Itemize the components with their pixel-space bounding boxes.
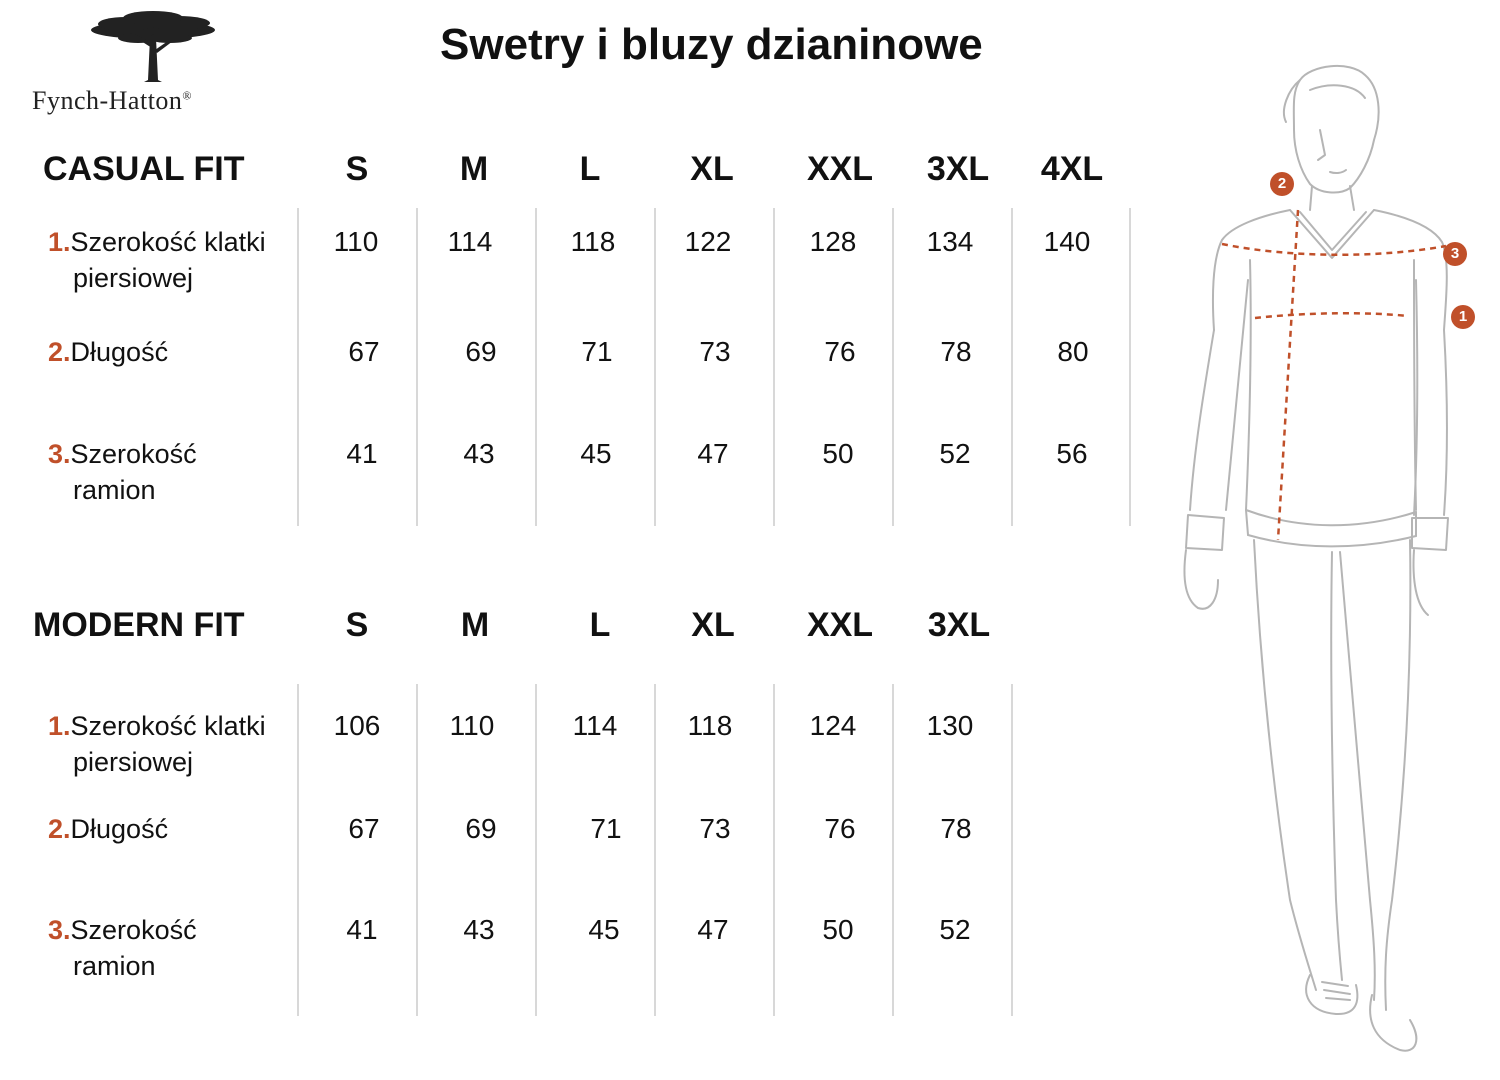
- casual-chest-3xl: 134: [926, 226, 974, 257]
- casual-shoulder-3xl: 52: [939, 438, 971, 469]
- casual-row-shoulder-label: 3.Szerokość ramion: [48, 439, 197, 505]
- modern-shoulder-l: 45: [588, 914, 620, 945]
- modern-size-s: S: [345, 606, 369, 644]
- column-divider: [892, 684, 894, 1016]
- modern-length-s: 67: [348, 813, 380, 844]
- casual-size-3xl: 3XL: [926, 150, 990, 188]
- modern-chest-l: 114: [572, 710, 618, 741]
- modern-length-xl: 73: [699, 813, 731, 844]
- marker-3: 3: [1443, 242, 1467, 266]
- casual-row-chest-label: 1.Szerokość klatki piersiowej: [48, 227, 266, 293]
- brand-name: Fynch-Hatton®: [32, 86, 193, 115]
- casual-size-m: M: [459, 150, 489, 188]
- casual-chest-l: 118: [570, 226, 616, 257]
- measurement-figure: 2 3 1: [1160, 60, 1490, 1060]
- casual-size-xxl: XXL: [806, 150, 874, 188]
- column-divider: [1129, 208, 1131, 526]
- casual-fit-heading: CASUAL FIT: [43, 150, 245, 188]
- column-divider: [535, 208, 537, 526]
- marker-2: 2: [1270, 172, 1294, 196]
- modern-shoulder-s: 41: [346, 914, 378, 945]
- column-divider: [654, 208, 656, 526]
- casual-length-xl: 73: [699, 336, 731, 367]
- modern-chest-3xl: 130: [926, 710, 974, 741]
- modern-chest-s: 106: [333, 710, 381, 741]
- column-divider: [297, 684, 299, 1016]
- casual-shoulder-4xl: 56: [1056, 438, 1088, 469]
- modern-shoulder-xxl: 50: [822, 914, 854, 945]
- modern-shoulder-m: 43: [463, 914, 495, 945]
- column-divider: [773, 684, 775, 1016]
- modern-size-xl: XL: [691, 606, 735, 644]
- casual-shoulder-xl: 47: [697, 438, 729, 469]
- casual-chest-m: 114: [447, 226, 493, 257]
- modern-size-l: L: [589, 606, 611, 644]
- casual-shoulder-m: 43: [463, 438, 495, 469]
- casual-chest-xxl: 128: [809, 226, 857, 257]
- column-divider: [1011, 684, 1013, 1016]
- modern-length-m: 69: [465, 813, 497, 844]
- casual-size-4xl: 4XL: [1040, 150, 1104, 188]
- casual-chest-4xl: 140: [1043, 226, 1091, 257]
- modern-fit-heading: MODERN FIT: [33, 606, 245, 644]
- casual-size-l: L: [579, 150, 601, 188]
- modern-chest-xxl: 124: [809, 710, 857, 741]
- casual-size-s: S: [345, 150, 369, 188]
- column-divider: [416, 208, 418, 526]
- casual-length-3xl: 78: [940, 336, 972, 367]
- modern-chest-m: 110: [449, 710, 495, 741]
- page-title: Swetry i bluzy dzianinowe: [440, 20, 983, 69]
- modern-shoulder-3xl: 52: [939, 914, 971, 945]
- modern-row-length-label: 2.Długość: [48, 814, 169, 844]
- modern-size-m: M: [460, 606, 490, 644]
- column-divider: [1011, 208, 1013, 526]
- modern-length-xxl: 76: [824, 813, 856, 844]
- modern-row-chest-label: 1.Szerokość klatki piersiowej: [48, 711, 266, 777]
- modern-size-xxl: XXL: [806, 606, 874, 644]
- column-divider: [892, 208, 894, 526]
- casual-length-l: 71: [581, 336, 613, 367]
- casual-row-length-label: 2.Długość: [48, 337, 169, 367]
- tree-icon: [91, 11, 215, 82]
- column-divider: [297, 208, 299, 526]
- modern-chest-xl: 118: [687, 710, 733, 741]
- casual-length-s: 67: [348, 336, 380, 367]
- modern-row-shoulder-label: 3.Szerokość ramion: [48, 915, 197, 981]
- casual-length-4xl: 80: [1057, 336, 1089, 367]
- modern-size-3xl: 3XL: [927, 606, 991, 644]
- column-divider: [535, 684, 537, 1016]
- casual-size-xl: XL: [690, 150, 734, 188]
- casual-chest-xl: 122: [684, 226, 732, 257]
- modern-length-l: 71: [590, 813, 622, 844]
- casual-chest-s: 110: [333, 226, 379, 257]
- column-divider: [654, 684, 656, 1016]
- casual-shoulder-s: 41: [346, 438, 378, 469]
- casual-shoulder-xxl: 50: [822, 438, 854, 469]
- casual-length-xxl: 76: [824, 336, 856, 367]
- man-sketch-icon: [1183, 64, 1449, 1052]
- modern-shoulder-xl: 47: [697, 914, 729, 945]
- modern-length-3xl: 78: [940, 813, 972, 844]
- column-divider: [416, 684, 418, 1016]
- brand-logo: Fynch-Hatton®: [28, 8, 268, 123]
- marker-1: 1: [1451, 305, 1475, 329]
- column-divider: [773, 208, 775, 526]
- casual-length-m: 69: [465, 336, 497, 367]
- casual-shoulder-l: 45: [580, 438, 612, 469]
